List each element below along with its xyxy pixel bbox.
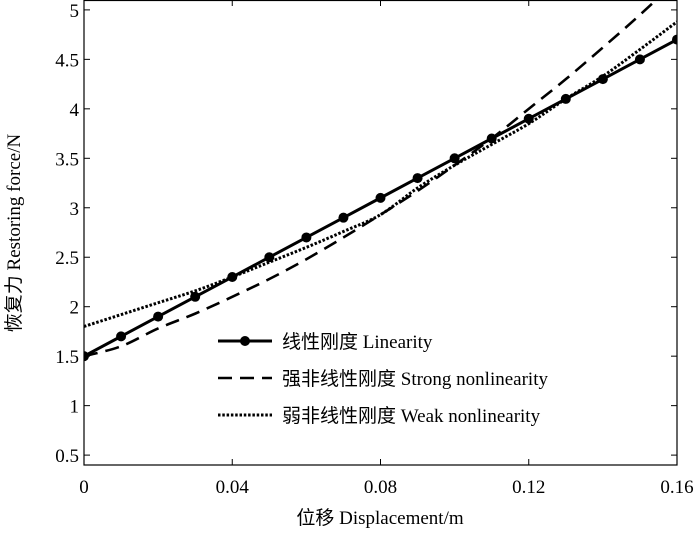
y-tick-label: 1 xyxy=(70,397,80,418)
legend-label-strong-nonlinearity: 强非线性刚度 Strong nonlinearity xyxy=(282,368,548,390)
data-point-linearity xyxy=(116,331,127,342)
data-point-linearity xyxy=(412,173,423,184)
data-point-linearity xyxy=(672,34,677,45)
x-tick-label: 0.04 xyxy=(216,477,250,498)
data-point-linearity xyxy=(190,291,201,302)
data-point-linearity xyxy=(449,153,460,164)
data-point-linearity xyxy=(375,192,386,203)
y-tick-label: 3.5 xyxy=(55,149,79,170)
y-tick-label: 0.5 xyxy=(55,446,79,467)
plot-frame xyxy=(83,0,678,466)
series-line-weak-nonlinearity xyxy=(84,20,677,328)
x-tick-label: 0 xyxy=(79,477,89,498)
legend-label-weak-nonlinearity: 弱非线性刚度 Weak nonlinearity xyxy=(282,405,541,427)
legend-label-linearity: 线性刚度 Linearity xyxy=(282,331,433,353)
y-tick-label: 4 xyxy=(70,100,80,121)
x-axis-label: 位移 Displacement/m xyxy=(296,507,463,529)
y-tick-label: 1.5 xyxy=(55,347,79,368)
data-point-linearity xyxy=(153,311,164,322)
y-tick-label: 2.5 xyxy=(55,248,79,269)
x-tick-label: 0.16 xyxy=(660,477,693,498)
data-point-linearity xyxy=(301,232,312,243)
legend-marker xyxy=(240,336,250,346)
y-tick-label: 3 xyxy=(70,199,80,220)
y-axis-label: 恢复力 Restoring force/N xyxy=(3,134,25,333)
y-tick-label: 5 xyxy=(70,1,80,22)
y-tick-label: 4.5 xyxy=(55,50,79,71)
legend: 线性刚度 Linearity 强非线性刚度 Strong nonlinearity… xyxy=(218,331,548,427)
data-point-linearity xyxy=(597,74,608,85)
series-line-strong-nonlinearity xyxy=(84,0,658,358)
data-point-linearity xyxy=(634,54,645,65)
data-point-linearity xyxy=(338,212,349,223)
x-tick-label: 0.12 xyxy=(512,477,545,498)
x-tick-label: 0.08 xyxy=(364,477,397,498)
y-tick-label: 2 xyxy=(70,298,80,319)
